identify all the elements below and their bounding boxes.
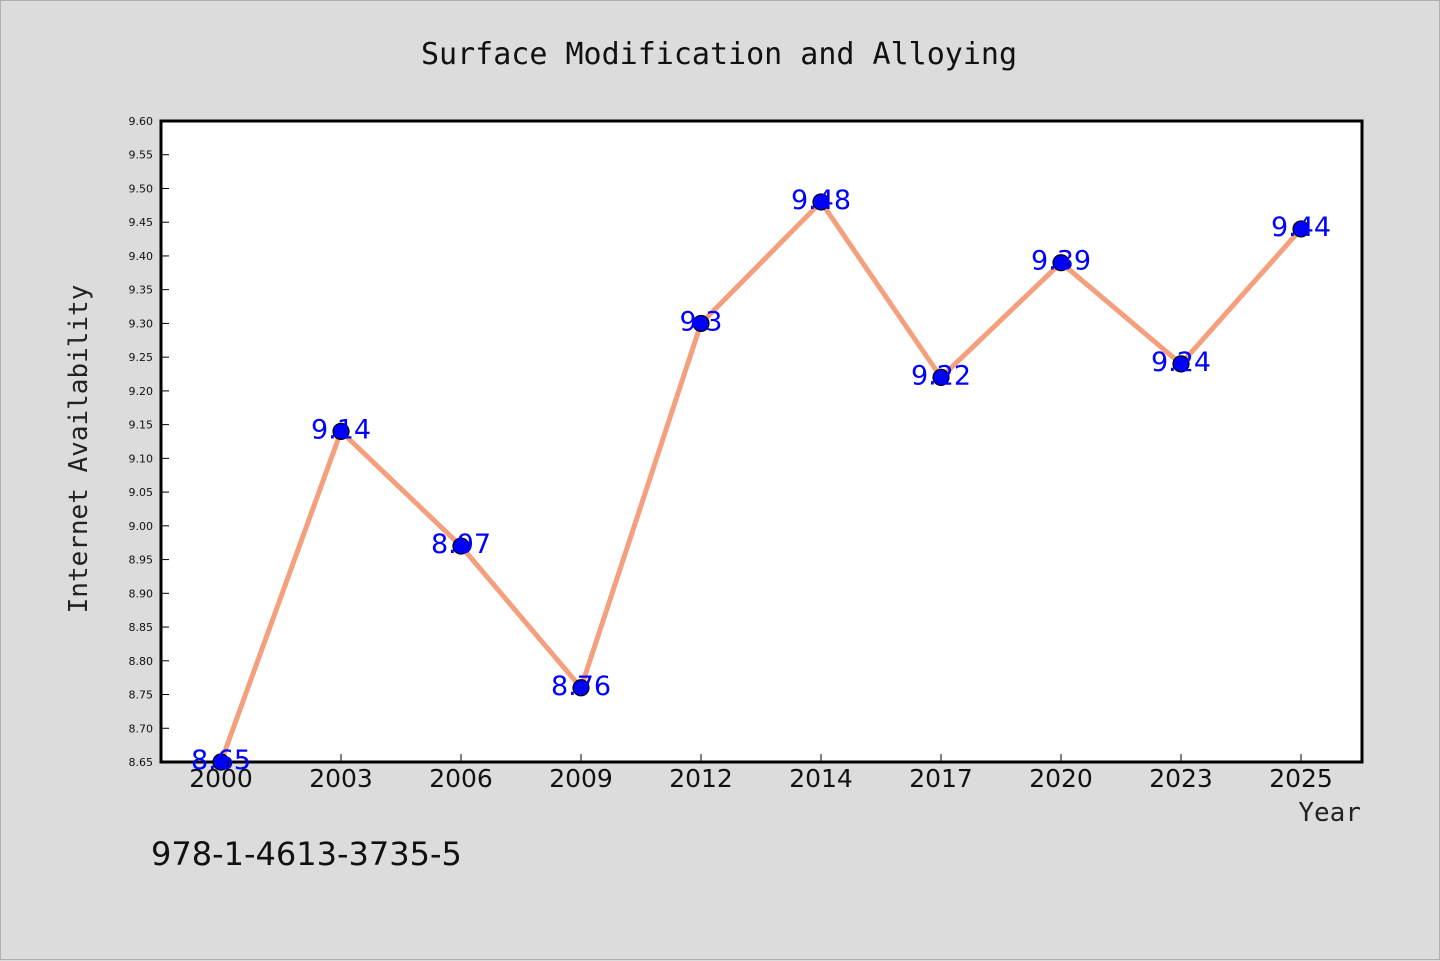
y-axis-label: Internet Availability [64,285,94,614]
y-tick-label: 9.30 [129,317,154,330]
data-point [812,193,830,211]
data-label: 8.76 [551,671,611,702]
data-label: 9.48 [791,185,851,216]
data-point [692,314,710,333]
plot-area [159,119,1364,764]
data-label: 8.97 [431,529,491,560]
y-tick-label: 8.75 [129,689,154,702]
data-point [452,537,470,555]
x-tick-label: 2009 [549,764,613,793]
y-tick-label: 9.00 [129,520,154,533]
y-tick-label: 9.05 [129,486,154,499]
x-tick-label: 2025 [1269,764,1333,793]
x-tick-label: 2006 [429,764,493,793]
y-tick-label: 8.80 [129,655,154,668]
x-tick-label: 2003 [309,764,373,793]
y-tick-label: 8.65 [129,756,154,769]
x-tick-label: 2017 [909,764,973,793]
y-tick-label: 8.85 [129,621,154,634]
y-tick-label: 9.10 [129,452,154,465]
y-tick-label: 9.50 [129,182,154,195]
y-axis: 8.65 8.70 8.75 8.80 8.85 8.90 8.95 9.00 9.05 9.10… [129,115,169,769]
y-tick-label: 9.15 [129,419,154,432]
y-tick-label: 9.20 [129,385,154,398]
data-label: 8.65 [191,745,251,776]
x-axis-label: Year [1298,798,1361,828]
data-point [572,679,590,697]
data-label: 9.24 [1151,347,1211,378]
chart-title: Surface Modification and Alloying [421,37,1017,72]
y-tick-label: 8.95 [129,554,154,567]
data-point [1052,254,1070,272]
y-tick-label: 9.55 [129,149,154,162]
data-label: 9.39 [1031,246,1091,277]
x-tick-label: 2012 [669,764,733,793]
series-layer: 8.65 9.14 8.97 8.76 9.3 9.48 9.22 9.39 9.24 9.44 [191,185,1331,776]
data-point [932,368,950,386]
data-label: 9.14 [311,414,371,445]
data-label: 9.3 [680,306,723,337]
data-label: 9.22 [911,360,971,391]
data-point [1172,355,1190,373]
y-tick-label: 8.70 [129,722,154,735]
x-tick-label: 2014 [789,764,853,793]
x-tick-label: 2023 [1149,764,1213,793]
footer-isbn: 978-1-4613-3735-5 [151,835,462,873]
data-label: 9.44 [1271,212,1331,243]
data-point [212,753,230,771]
data-point [332,422,350,440]
data-point [1292,220,1310,238]
y-tick-label: 9.35 [129,284,154,297]
y-tick-label: 8.90 [129,587,154,600]
y-tick-label: 9.40 [129,250,154,263]
y-tick-label: 9.45 [129,216,154,229]
y-tick-label: 9.60 [129,115,154,128]
x-tick-label: 2020 [1029,764,1093,793]
series-line [218,199,1304,765]
y-tick-label: 9.25 [129,351,154,364]
x-axis: 2000 2003 2006 2009 2012 2014 2017 2020 2023 2025 [189,754,1333,793]
